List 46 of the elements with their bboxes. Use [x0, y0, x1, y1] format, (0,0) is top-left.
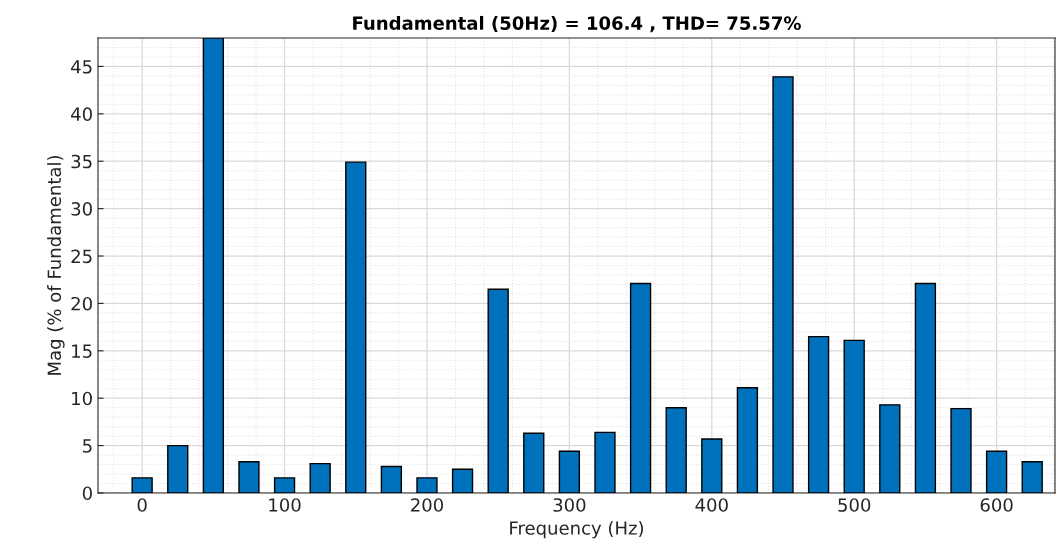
bar [629, 282, 652, 493]
y-tick-label: 15 [72, 344, 92, 358]
bar [950, 407, 972, 493]
bar [131, 477, 153, 493]
bar [807, 335, 830, 493]
chart-title: Fundamental (50Hz) = 106.4 , THD= 75.57% [353, 15, 801, 33]
bar [594, 431, 616, 493]
x-tick-label: 200 [411, 498, 443, 512]
x-tick-label: 400 [695, 498, 728, 512]
bar [345, 161, 367, 493]
bar [202, 38, 225, 493]
bar [167, 444, 189, 493]
y-tick-label: 5 [83, 439, 92, 453]
bar [665, 406, 687, 493]
x-tick-label: 0 [137, 498, 147, 512]
x-tick-label: 300 [553, 498, 586, 512]
y-tick-label: 10 [72, 391, 92, 406]
bar [416, 477, 438, 493]
y-tick-label: 45 [71, 60, 92, 74]
bar [985, 450, 1008, 493]
x-tick-label: 600 [980, 498, 1013, 512]
x-tick-label: 100 [269, 498, 301, 512]
bar [1021, 461, 1043, 493]
bar [914, 282, 937, 493]
bar [701, 438, 723, 493]
bar [487, 288, 509, 493]
bar [273, 477, 296, 493]
bar [879, 404, 901, 493]
x-tick-label: 500 [838, 498, 871, 512]
bar [558, 450, 581, 493]
bar [736, 387, 759, 493]
bar [843, 339, 865, 493]
y-tick-label: 40 [71, 107, 92, 121]
bar [309, 462, 331, 493]
y-tick-label: 20 [71, 296, 92, 311]
y-tick-label: 35 [71, 154, 92, 169]
y-tick-label: 0 [82, 486, 92, 501]
bar [523, 432, 545, 493]
bar [238, 461, 260, 493]
y-axis-title: Mag (% of Fundamental) [47, 156, 65, 375]
bar [451, 468, 474, 493]
y-tick-label: 25 [71, 249, 92, 264]
x-axis-title: Frequency (Hz) [510, 520, 644, 539]
bar [772, 76, 794, 493]
bar [380, 465, 403, 493]
y-tick-label: 30 [71, 202, 92, 216]
